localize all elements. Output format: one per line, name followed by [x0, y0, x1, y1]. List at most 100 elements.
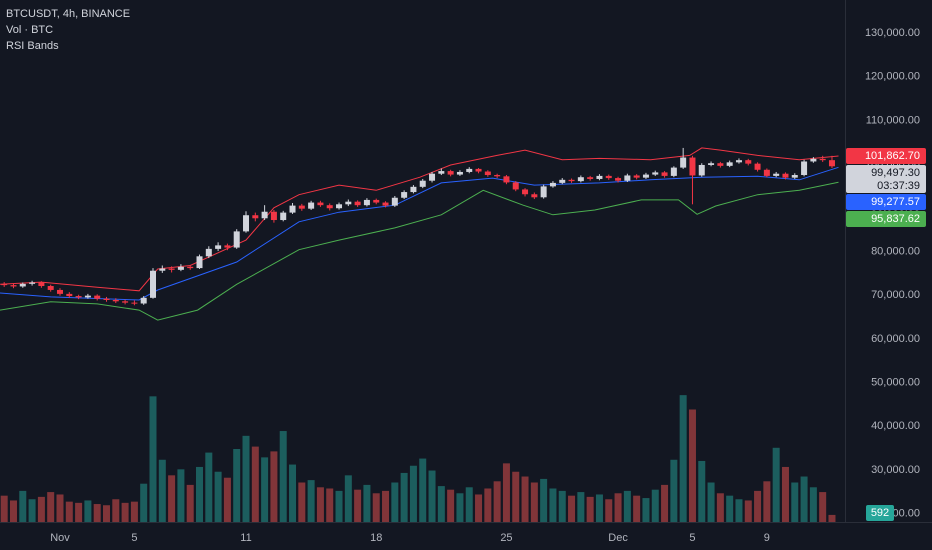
volume-bar: [456, 493, 464, 522]
candle-body: [243, 215, 250, 232]
candle-body: [391, 197, 398, 206]
candle-body: [828, 160, 835, 167]
volume-bar: [670, 459, 678, 522]
volume-bar: [344, 475, 352, 522]
volume-bar: [754, 490, 762, 522]
candle-body: [810, 158, 817, 162]
volume-label: 592: [871, 507, 889, 519]
candle-body: [326, 205, 333, 209]
volume-bar: [242, 435, 250, 522]
volume-bar: [130, 501, 138, 522]
candle-body: [336, 204, 343, 209]
y-tick-label: 60,000.00: [871, 333, 920, 345]
candle-body: [819, 158, 826, 161]
candle-body: [252, 215, 259, 219]
volume-bar: [661, 484, 669, 522]
volume-bar: [223, 477, 231, 522]
volume-bar: [298, 482, 306, 522]
volume-label-box: [866, 505, 894, 521]
candle-body: [577, 177, 584, 182]
volume-bar: [93, 504, 101, 522]
volume-bar: [391, 482, 399, 522]
candle-body: [801, 161, 808, 176]
x-tick-label: Dec: [608, 532, 628, 544]
upper-band-label: 101,862.70: [865, 150, 920, 162]
volume-bar: [586, 496, 594, 522]
volume-bar: [614, 493, 622, 522]
volume-legend: Vol · BTC: [6, 24, 53, 36]
candle-body: [205, 248, 212, 257]
candle-body: [419, 180, 426, 187]
volume-bar: [121, 502, 129, 522]
volume-bar: [716, 493, 724, 522]
candle-body: [354, 201, 361, 206]
volume-bar: [279, 431, 287, 522]
candle-body: [56, 289, 63, 294]
countdown-label: 03:37:39: [877, 180, 920, 192]
volume-bar: [409, 465, 417, 522]
candle-body: [652, 172, 659, 175]
upper-band-label-box: [846, 147, 926, 164]
volume-bar: [828, 514, 836, 522]
candle-body: [84, 295, 91, 298]
candle-body: [345, 201, 352, 205]
candle-body: [159, 268, 166, 271]
volume-bar: [605, 499, 613, 522]
candle-body: [549, 182, 556, 187]
candle-body: [75, 296, 82, 298]
candle-body: [47, 286, 54, 290]
candle-body: [735, 160, 742, 163]
volume-bar: [316, 487, 324, 522]
volume-bar: [158, 459, 166, 522]
volume-bar: [382, 490, 390, 522]
x-tick-label: 5: [131, 532, 137, 544]
basis-label: 99,277.57: [871, 196, 920, 208]
candle-body: [456, 171, 463, 175]
volume-bar: [502, 463, 510, 522]
basis-label-box: [846, 193, 926, 210]
volume-bar: [140, 483, 148, 522]
volume-bar: [37, 496, 45, 522]
candle-body: [512, 182, 519, 190]
volume-bar: [149, 396, 157, 522]
candle-body: [373, 199, 380, 203]
candle-body: [38, 282, 45, 287]
candle-body: [363, 199, 370, 206]
volume-bar: [84, 500, 92, 522]
volume-bar: [651, 489, 659, 522]
volume-bar: [633, 495, 641, 522]
candle-body: [382, 202, 389, 206]
candle-body: [150, 270, 157, 298]
candle-body: [745, 160, 752, 164]
volume-bar: [744, 500, 752, 522]
y-tick-label: 80,000.00: [871, 245, 920, 257]
volume-bar: [772, 447, 780, 522]
volume-bar: [428, 470, 436, 522]
candle-body: [522, 189, 529, 195]
candle-body: [29, 282, 36, 284]
volume-bar: [726, 495, 734, 522]
volume-bar: [465, 487, 473, 522]
lower-band-label: 95,837.62: [871, 213, 920, 225]
candle-body: [438, 171, 445, 174]
candle-body: [261, 211, 268, 219]
candle-body: [401, 192, 408, 198]
candle-body: [642, 174, 649, 178]
volume-bar: [735, 499, 743, 522]
candle-body: [187, 266, 194, 269]
candle-body: [224, 245, 231, 248]
x-tick-label: Nov: [50, 532, 70, 544]
candle-body: [680, 157, 687, 168]
volume-bar: [437, 486, 445, 522]
candle-body: [596, 175, 603, 179]
candle-body: [66, 293, 73, 297]
candle-body: [568, 179, 575, 182]
candle-body: [270, 211, 277, 221]
candle-body: [289, 205, 296, 213]
candle-body: [94, 295, 101, 299]
last-price-label: 99,497.30: [871, 167, 920, 179]
candle-body: [615, 178, 622, 181]
candle-body: [308, 202, 315, 209]
volume-bar: [419, 458, 427, 522]
